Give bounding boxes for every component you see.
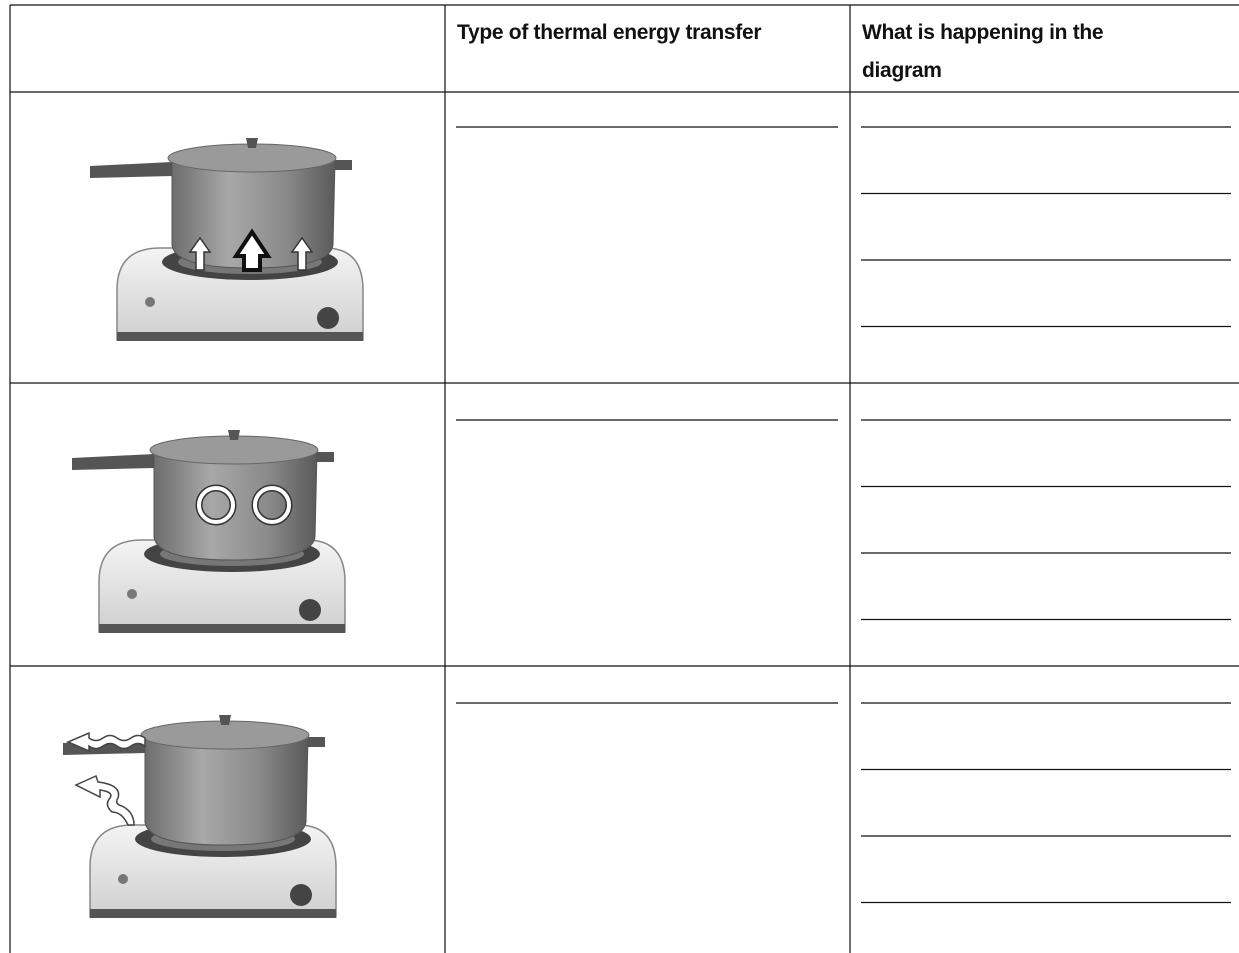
pot-conduction: [90, 138, 363, 341]
column-header: What is happening in the diagram: [862, 14, 1162, 90]
page: Type of thermal energy transfer What is …: [0, 0, 1239, 953]
pot-convection: [72, 430, 345, 633]
column-header: Type of thermal energy transfer: [457, 14, 842, 52]
answer-lines: [456, 127, 1231, 903]
worksheet: [0, 0, 1239, 953]
